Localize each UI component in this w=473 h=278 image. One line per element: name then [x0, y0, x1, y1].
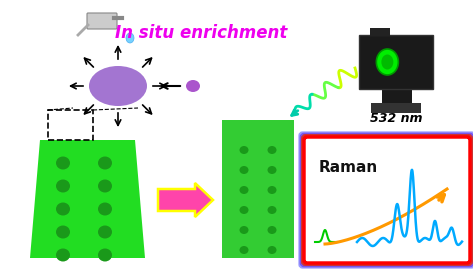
FancyArrow shape: [158, 183, 213, 217]
Ellipse shape: [98, 249, 112, 262]
Ellipse shape: [98, 202, 112, 215]
Ellipse shape: [98, 180, 112, 192]
FancyBboxPatch shape: [359, 35, 433, 89]
FancyBboxPatch shape: [382, 88, 412, 106]
Ellipse shape: [381, 54, 394, 70]
Text: 532 nm: 532 nm: [370, 111, 422, 125]
Ellipse shape: [239, 186, 248, 194]
Ellipse shape: [126, 33, 134, 43]
Ellipse shape: [56, 225, 70, 239]
Ellipse shape: [268, 206, 277, 214]
Ellipse shape: [98, 157, 112, 170]
FancyBboxPatch shape: [307, 140, 467, 260]
FancyBboxPatch shape: [371, 103, 421, 113]
FancyBboxPatch shape: [299, 133, 473, 267]
Ellipse shape: [186, 80, 200, 92]
Ellipse shape: [239, 146, 248, 154]
Bar: [370, 28, 390, 36]
Polygon shape: [30, 140, 145, 258]
Ellipse shape: [268, 246, 277, 254]
Bar: [222, 120, 294, 258]
Ellipse shape: [56, 157, 70, 170]
Ellipse shape: [239, 166, 248, 174]
FancyBboxPatch shape: [87, 13, 117, 29]
Ellipse shape: [268, 146, 277, 154]
Ellipse shape: [56, 249, 70, 262]
Ellipse shape: [268, 186, 277, 194]
Ellipse shape: [56, 180, 70, 192]
Ellipse shape: [268, 226, 277, 234]
Ellipse shape: [89, 66, 147, 106]
Bar: [48, 110, 93, 140]
Ellipse shape: [239, 226, 248, 234]
Ellipse shape: [268, 166, 277, 174]
Text: Raman: Raman: [319, 160, 378, 175]
Ellipse shape: [56, 202, 70, 215]
Ellipse shape: [239, 206, 248, 214]
Ellipse shape: [239, 246, 248, 254]
Text: In situ enrichment: In situ enrichment: [115, 24, 288, 42]
Ellipse shape: [98, 225, 112, 239]
Ellipse shape: [377, 49, 398, 75]
